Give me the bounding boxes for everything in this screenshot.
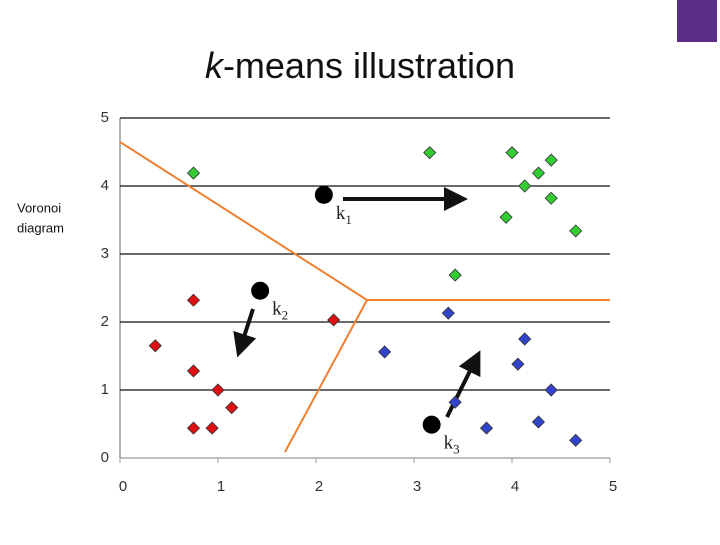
centroid [251, 281, 270, 300]
point [441, 306, 455, 320]
point [569, 433, 583, 447]
centroid-subscript: 2 [282, 308, 289, 323]
point [479, 421, 494, 435]
x-tick-label: 0 [119, 478, 127, 495]
x-tick-label: 5 [609, 478, 617, 495]
arrows [233, 187, 481, 418]
point [225, 401, 239, 415]
arrow [445, 350, 481, 418]
slide-title: k-means illustration [205, 45, 515, 86]
point [378, 345, 392, 359]
point [205, 421, 219, 435]
voronoi [119, 141, 610, 453]
centroid-subscript: 3 [453, 442, 460, 457]
point [531, 166, 546, 180]
y-tick-label: 5 [101, 109, 109, 126]
x-tick-label: 2 [315, 478, 323, 495]
centroid [314, 185, 333, 204]
x-tick-label: 3 [413, 478, 421, 495]
point [186, 166, 201, 180]
point [518, 332, 532, 346]
point [544, 191, 558, 205]
voronoi-edge [119, 141, 610, 301]
point [186, 364, 201, 378]
point [569, 224, 583, 238]
point [505, 146, 519, 160]
point [531, 415, 546, 429]
plot: 0 1 2 3 4 5 0 1 2 3 4 5 [101, 109, 618, 495]
y-tick-label: 4 [101, 177, 109, 194]
centroid-label: k2 [272, 299, 288, 323]
y-tick-label: 2 [101, 313, 109, 330]
x-tick-label: 4 [511, 478, 519, 495]
logo [677, 0, 717, 42]
point [211, 383, 225, 397]
y-tick-label: 3 [101, 245, 109, 262]
point [148, 339, 162, 353]
y-tick-label: 0 [101, 449, 109, 466]
centroid-letter: k [444, 433, 454, 454]
point [544, 153, 558, 167]
point [511, 357, 525, 371]
point [327, 313, 341, 327]
centroid-letter: k [336, 203, 346, 224]
point [448, 268, 462, 282]
title-rest: -means illustration [223, 45, 515, 86]
point [448, 395, 462, 409]
point [186, 293, 201, 307]
centroid-label: k3 [444, 433, 460, 457]
point [518, 179, 532, 193]
centroid [422, 415, 441, 434]
side-label: Voronoi [17, 200, 61, 215]
arrow [233, 308, 257, 358]
x-tick-label: 1 [217, 478, 225, 495]
voronoi-edge [284, 299, 368, 453]
side-label: diagram [17, 220, 64, 235]
point [423, 146, 437, 160]
title-italic: k [205, 45, 225, 86]
y-tick-label: 1 [101, 381, 109, 398]
centroid-label: k1 [336, 203, 352, 227]
centroid-subscript: 1 [345, 212, 352, 227]
point [544, 383, 558, 397]
point [186, 421, 201, 435]
centroid-letter: k [272, 299, 282, 320]
point [499, 210, 513, 224]
